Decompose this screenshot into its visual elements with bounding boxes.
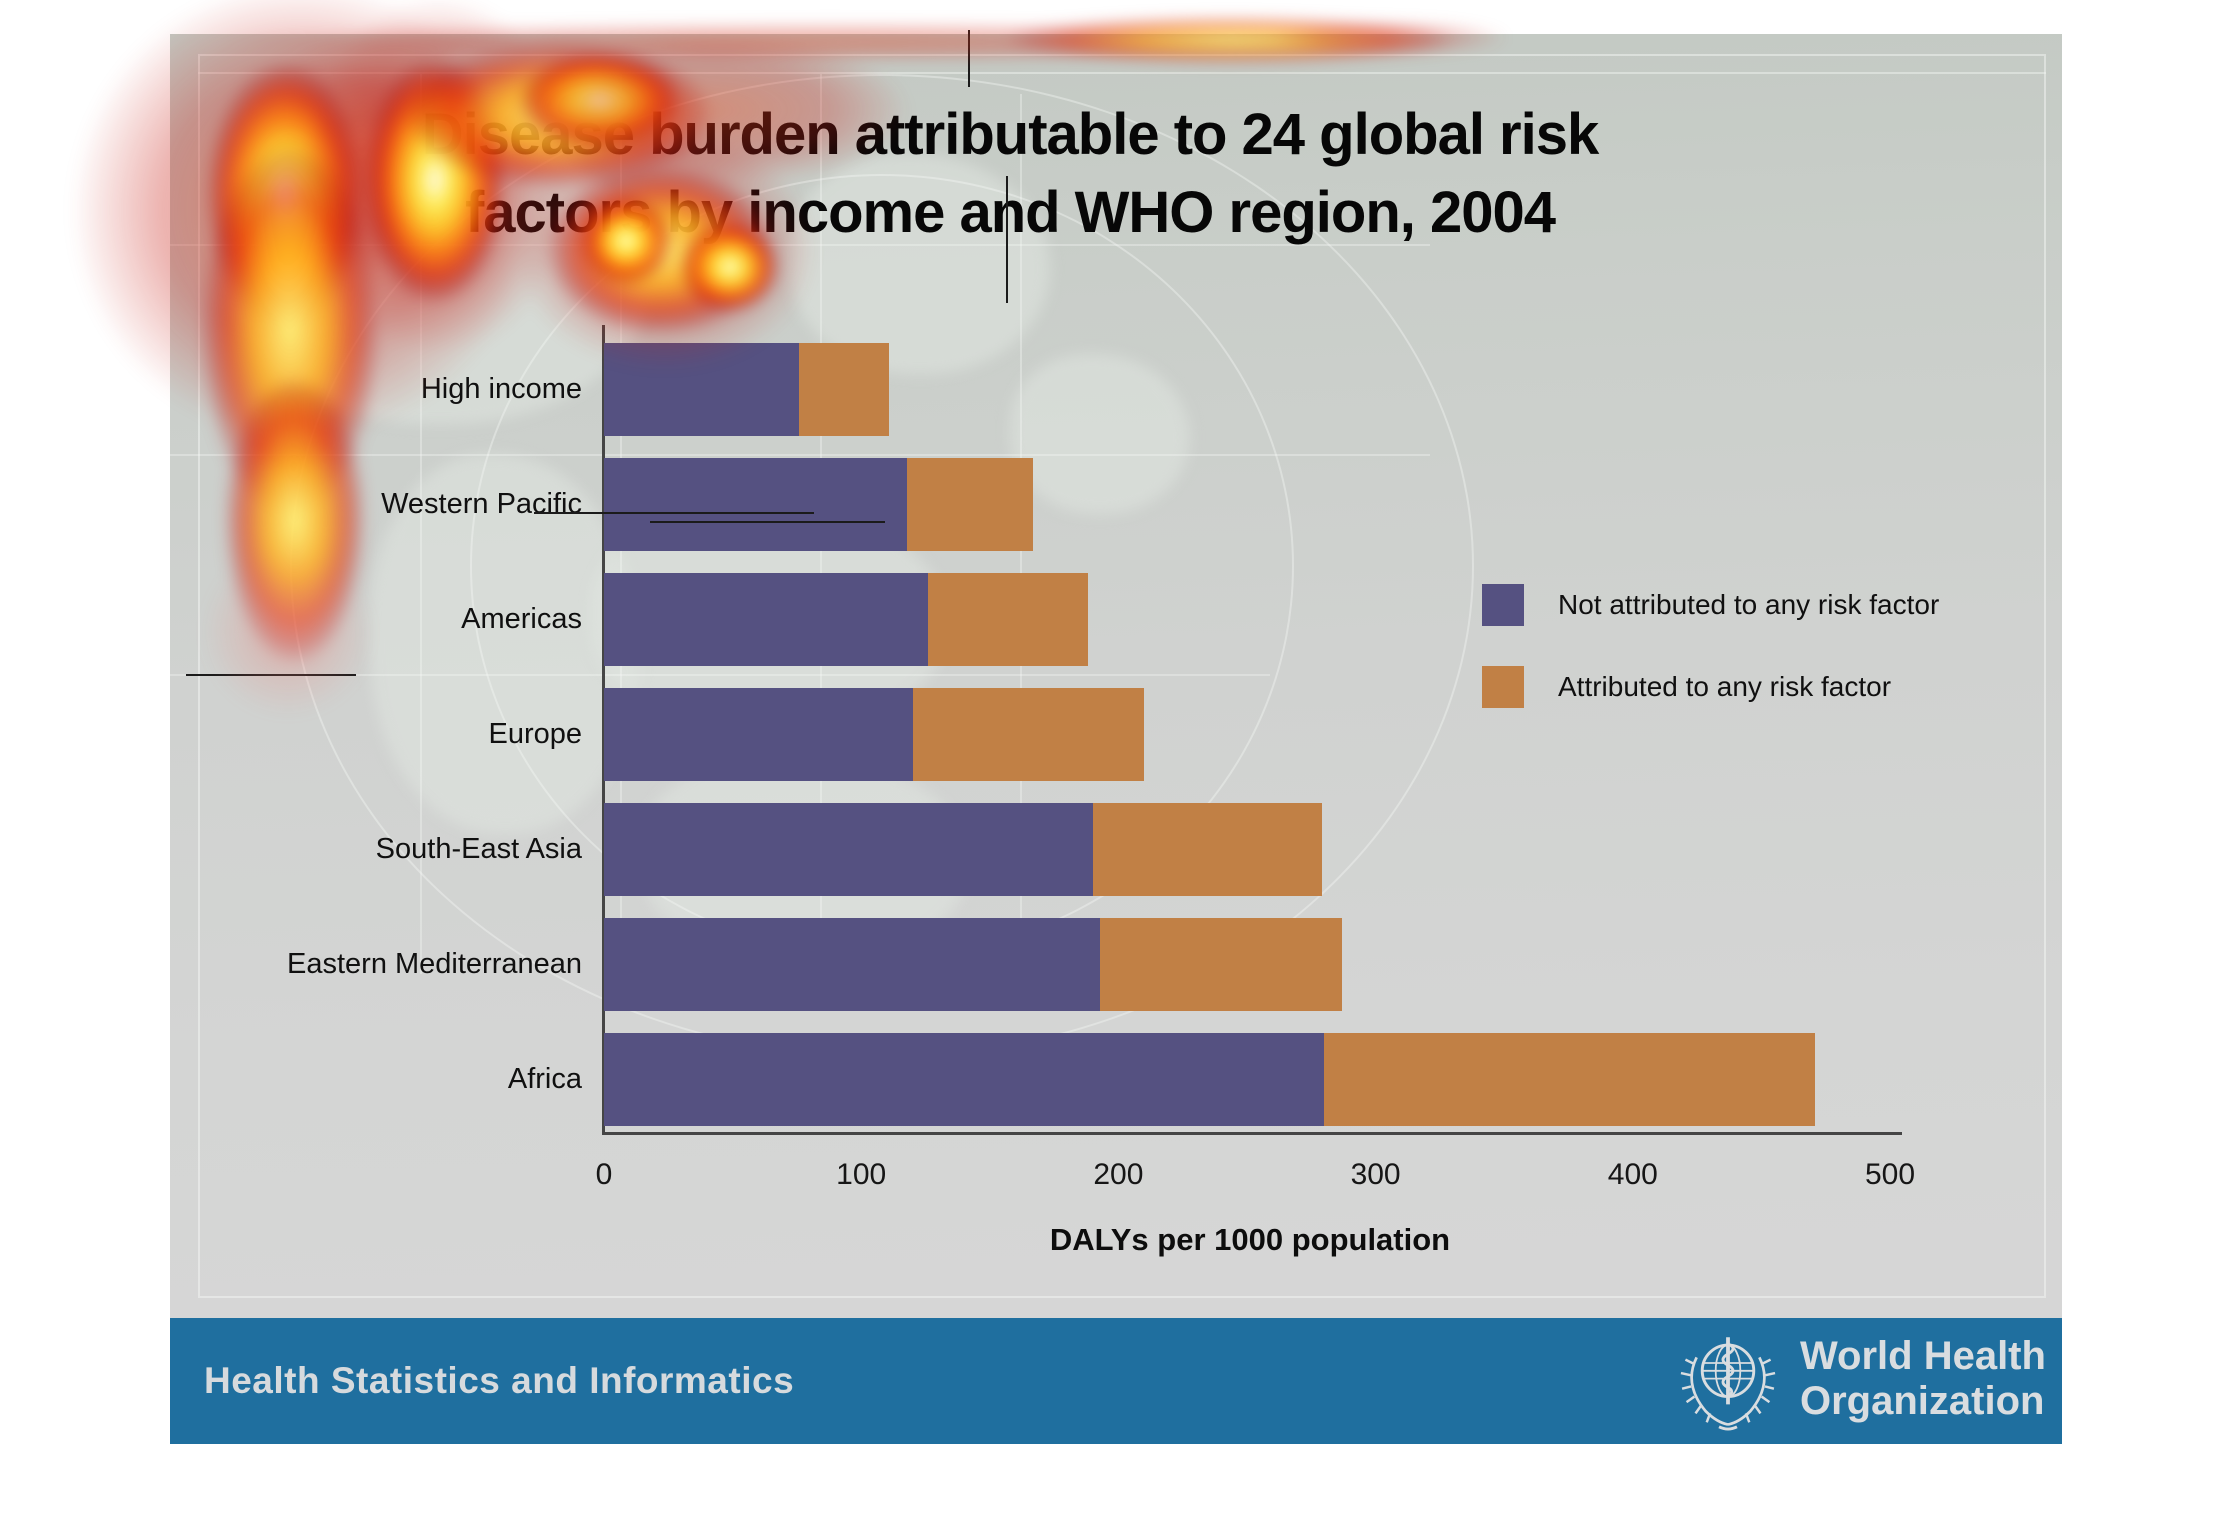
bar-not-attributed-high-income [604, 343, 800, 436]
slide-title: Disease burden attributable to 24 global… [170, 96, 1850, 252]
bar-not-attributed-europe [604, 688, 913, 781]
footer-department-label: Health Statistics and Informatics [204, 1360, 795, 1401]
legend-swatch-not-attributed [1482, 584, 1524, 626]
bar-attributed-africa [1324, 1033, 1816, 1126]
slide-frame-line [198, 72, 2046, 74]
bar-not-attributed-eastern-mediterranean [604, 918, 1101, 1011]
y-axis-line [602, 325, 605, 1135]
x-tick-0: 0 [595, 1158, 613, 1191]
bar-not-attributed-south-east-asia [604, 803, 1093, 896]
plot-area [604, 325, 1914, 1170]
x-tick-100: 100 [836, 1158, 887, 1191]
category-label-eastern-mediterranean: Eastern Mediterranean [287, 948, 582, 980]
bar-attributed-south-east-asia [1092, 803, 1322, 896]
bar-not-attributed-americas [604, 573, 929, 666]
bar-not-attributed-western-pacific [604, 458, 908, 551]
category-label-high-income: High income [420, 373, 582, 405]
bar-attributed-high-income [799, 343, 890, 436]
category-label-africa: Africa [507, 1063, 582, 1095]
category-label-south-east-asia: South-East Asia [375, 833, 582, 865]
bar-attributed-western-pacific [907, 458, 1034, 551]
footer-bar: Health Statistics and Informatics [170, 1318, 2062, 1444]
slide-title-line2: factors by income and WHO region, 2004 [464, 180, 1556, 245]
legend-label-attributed: Attributed to any risk factor [1558, 671, 1892, 702]
bar-not-attributed-africa [604, 1033, 1325, 1126]
bar-attributed-eastern-mediterranean [1100, 918, 1343, 1011]
bar-attributed-americas [928, 573, 1088, 666]
slide-title-line1: Disease burden attributable to 24 global… [421, 102, 1600, 167]
x-tick-400: 400 [1607, 1158, 1658, 1191]
x-axis-line [602, 1132, 1902, 1135]
x-tick-300: 300 [1350, 1158, 1401, 1191]
who-slide: Disease burden attributable to 24 global… [170, 34, 2062, 1444]
legend-label-not-attributed: Not attributed to any risk factor [1558, 589, 1940, 620]
category-label-europe: Europe [488, 718, 582, 750]
category-label-western-pacific: Western Pacific [381, 488, 582, 520]
who-wordmark-line2: Organization [1800, 1379, 2045, 1423]
legend-swatch-attributed [1482, 666, 1524, 708]
category-label-americas: Americas [461, 603, 582, 635]
x-tick-500: 500 [1864, 1158, 1916, 1191]
who-emblem-icon [1672, 1326, 1784, 1438]
x-axis-title: DALYs per 1000 population [1049, 1222, 1451, 1257]
who-wordmark: World Health Organization [1800, 1334, 2046, 1424]
x-tick-200: 200 [1093, 1158, 1144, 1191]
bar-attributed-europe [912, 688, 1145, 781]
who-wordmark-line1: World Health [1800, 1334, 2046, 1378]
